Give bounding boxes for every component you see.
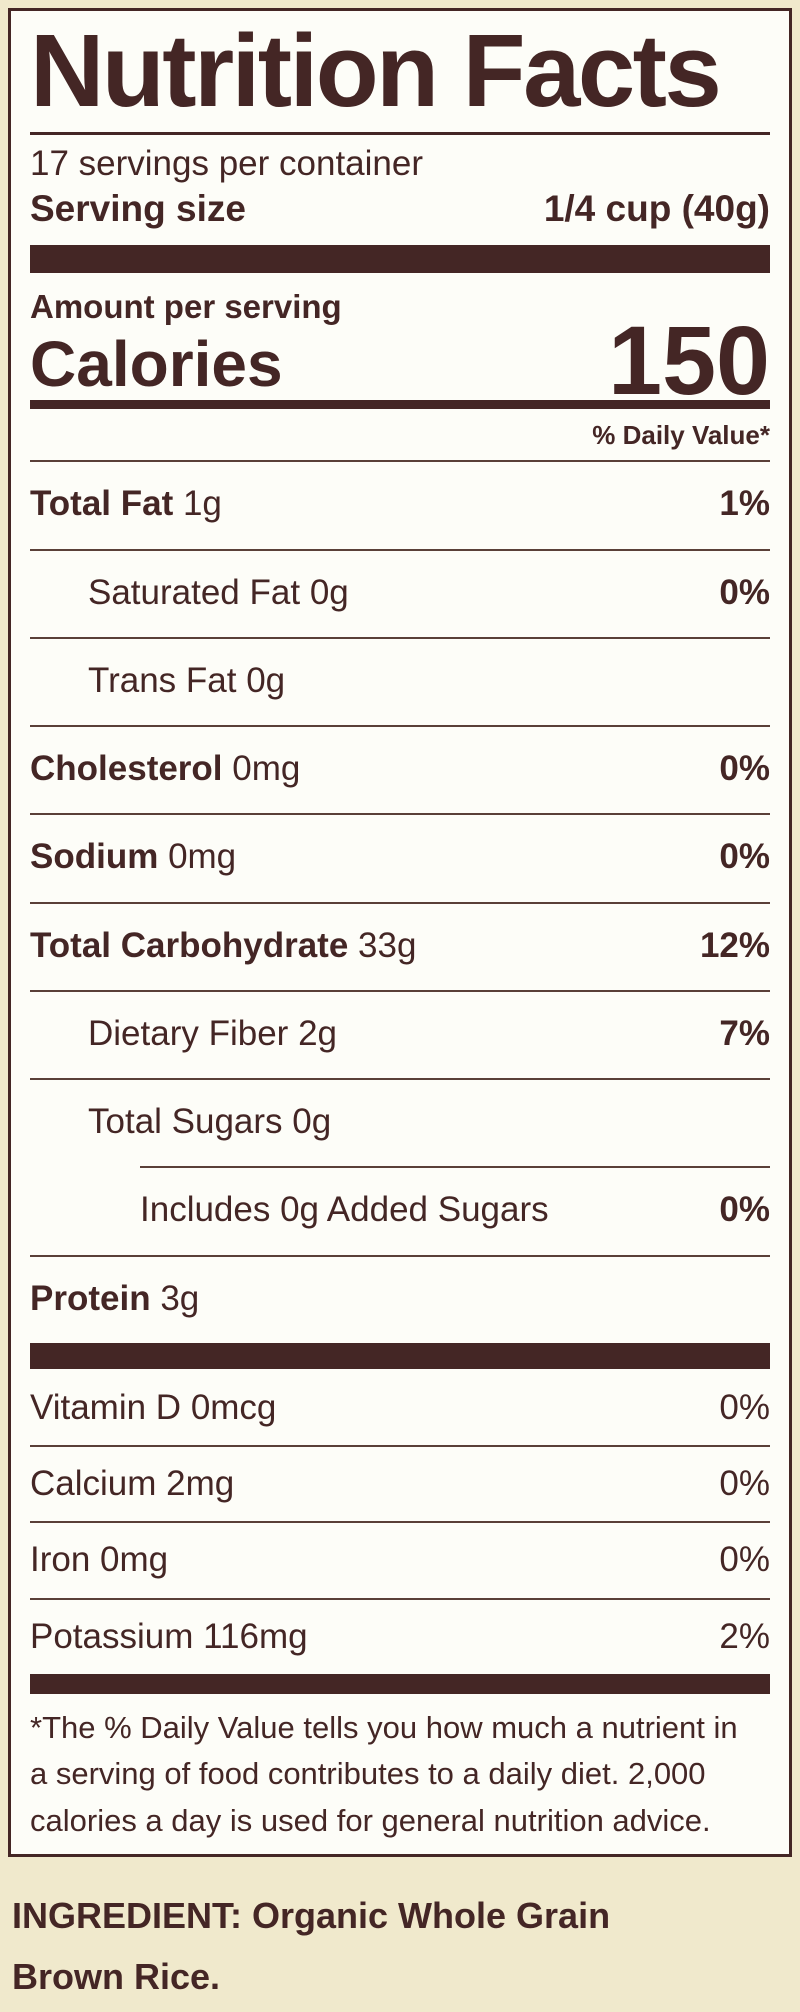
vitamin-amount: 0mg [100, 1540, 169, 1580]
nutrient-amount: 0g [246, 660, 286, 700]
serving-size-value: 1/4 cup (40g) [543, 188, 770, 229]
footnote-line: *The % Daily Value tells you how much a … [30, 1709, 738, 1745]
nutrient-name: Dietary Fiber [88, 1013, 289, 1053]
nutrient-amount: 2g [298, 1013, 337, 1053]
footnote-line: calories a day is used for general nutri… [30, 1802, 711, 1838]
divider-bar-thick-middle [30, 1342, 770, 1369]
vitamin-row-potassium: Potassium 116mg 2% [30, 1597, 770, 1674]
nutrient-row-total-carbohydrate: Total Carbohydrate 33g 12% [30, 901, 770, 990]
nutrient-amount: 0mg [168, 837, 237, 877]
vitamin-dv: 0% [719, 1387, 770, 1427]
ingredient-statement: INGREDIENT: Organic Whole Grain Brown Ri… [12, 1895, 611, 1998]
nutrient-row-dietary-fiber: Dietary Fiber 2g 7% [30, 989, 770, 1078]
nutrient-name: Trans Fat [88, 660, 237, 700]
nutrient-dv: 0% [719, 749, 770, 789]
nutrient-name: Protein [30, 1278, 151, 1318]
vitamin-name: Vitamin D [30, 1387, 182, 1427]
nutrient-row-sodium: Sodium 0mg 0% [30, 813, 770, 901]
vitamin-name: Iron [30, 1540, 91, 1580]
nutrient-dv: 12% [699, 925, 770, 965]
divider-bar-thick-top [30, 245, 770, 274]
vitamin-amount: 2mg [166, 1464, 235, 1504]
vitamin-amount: 116mg [203, 1616, 308, 1656]
partial-rule [140, 1166, 770, 1169]
nutrition-facts-label: Nutrition Facts 17 servings per containe… [8, 8, 792, 1857]
serving-size-label: Serving size [30, 188, 246, 229]
vitamin-row-iron: Iron 0mg 0% [30, 1521, 770, 1597]
vitamin-amount: 0mcg [190, 1387, 277, 1427]
nutrient-amount: 33g [358, 925, 417, 965]
nutrient-amount: 0mg [232, 749, 301, 789]
daily-value-footnote: *The % Daily Value tells you how much a … [30, 1694, 770, 1856]
nutrient-name: Total Carbohydrate [30, 925, 349, 965]
vitamin-row-calcium: Calcium 2mg 0% [30, 1445, 770, 1521]
nutrient-row-added-sugars: Includes 0g Added Sugars 0% [30, 1166, 770, 1254]
calories-label: Calories [30, 327, 283, 400]
serving-size-row: Serving size 1/4 cup (40g) [30, 185, 770, 245]
nutrient-amount: 3g [160, 1278, 200, 1318]
divider-bar-medium-bottom [30, 1673, 770, 1694]
nutrient-row-total-fat: Total Fat 1g 1% [30, 460, 770, 548]
nutrient-dv: 0% [719, 1190, 770, 1230]
nutrient-row-cholesterol: Cholesterol 0mg 0% [30, 725, 770, 813]
calories-row: Calories 150 [30, 305, 770, 415]
nutrient-name: Total Fat [30, 484, 174, 524]
nutrient-dv: 0% [719, 572, 770, 612]
nutrient-name: Total Sugars [88, 1102, 283, 1142]
nutrient-amount: 0g [309, 572, 349, 612]
calories-value: 150 [608, 305, 770, 415]
vitamin-name: Potassium [30, 1616, 194, 1656]
nutrient-dv: 1% [719, 484, 770, 524]
vitamin-row-vitamin-d: Vitamin D 0mcg 0% [30, 1369, 770, 1445]
label-title: Nutrition Facts [30, 11, 770, 135]
divider-rule-medium [30, 399, 770, 409]
nutrient-row-total-sugars: Total Sugars 0g [30, 1078, 770, 1166]
nutrient-amount: 1g [182, 484, 222, 524]
nutrient-name: Cholesterol [30, 749, 223, 789]
nutrient-dv: 0% [719, 837, 770, 877]
vitamin-dv: 0% [719, 1540, 770, 1580]
nutrient-row-trans-fat: Trans Fat 0g [30, 636, 770, 725]
vitamin-dv: 2% [719, 1616, 770, 1656]
servings-per-container: 17 servings per container [30, 144, 423, 183]
nutrient-name: Saturated Fat [88, 572, 301, 612]
daily-value-header: % Daily Value* [592, 419, 770, 450]
nutrient-dv: 7% [719, 1013, 770, 1053]
vitamin-name: Calcium [30, 1464, 157, 1504]
vitamin-dv: 0% [719, 1464, 770, 1504]
nutrient-name: Sodium [30, 837, 159, 877]
nutrient-row-saturated-fat: Saturated Fat 0g 0% [30, 548, 770, 637]
nutrient-name: Includes 0g Added Sugars [140, 1190, 549, 1230]
nutrient-amount: 0g [292, 1102, 332, 1142]
footnote-line: a serving of food contributes to a daily… [30, 1756, 706, 1792]
amount-per-serving-label: Amount per serving [30, 288, 342, 326]
nutrient-row-protein: Protein 3g [30, 1254, 770, 1343]
